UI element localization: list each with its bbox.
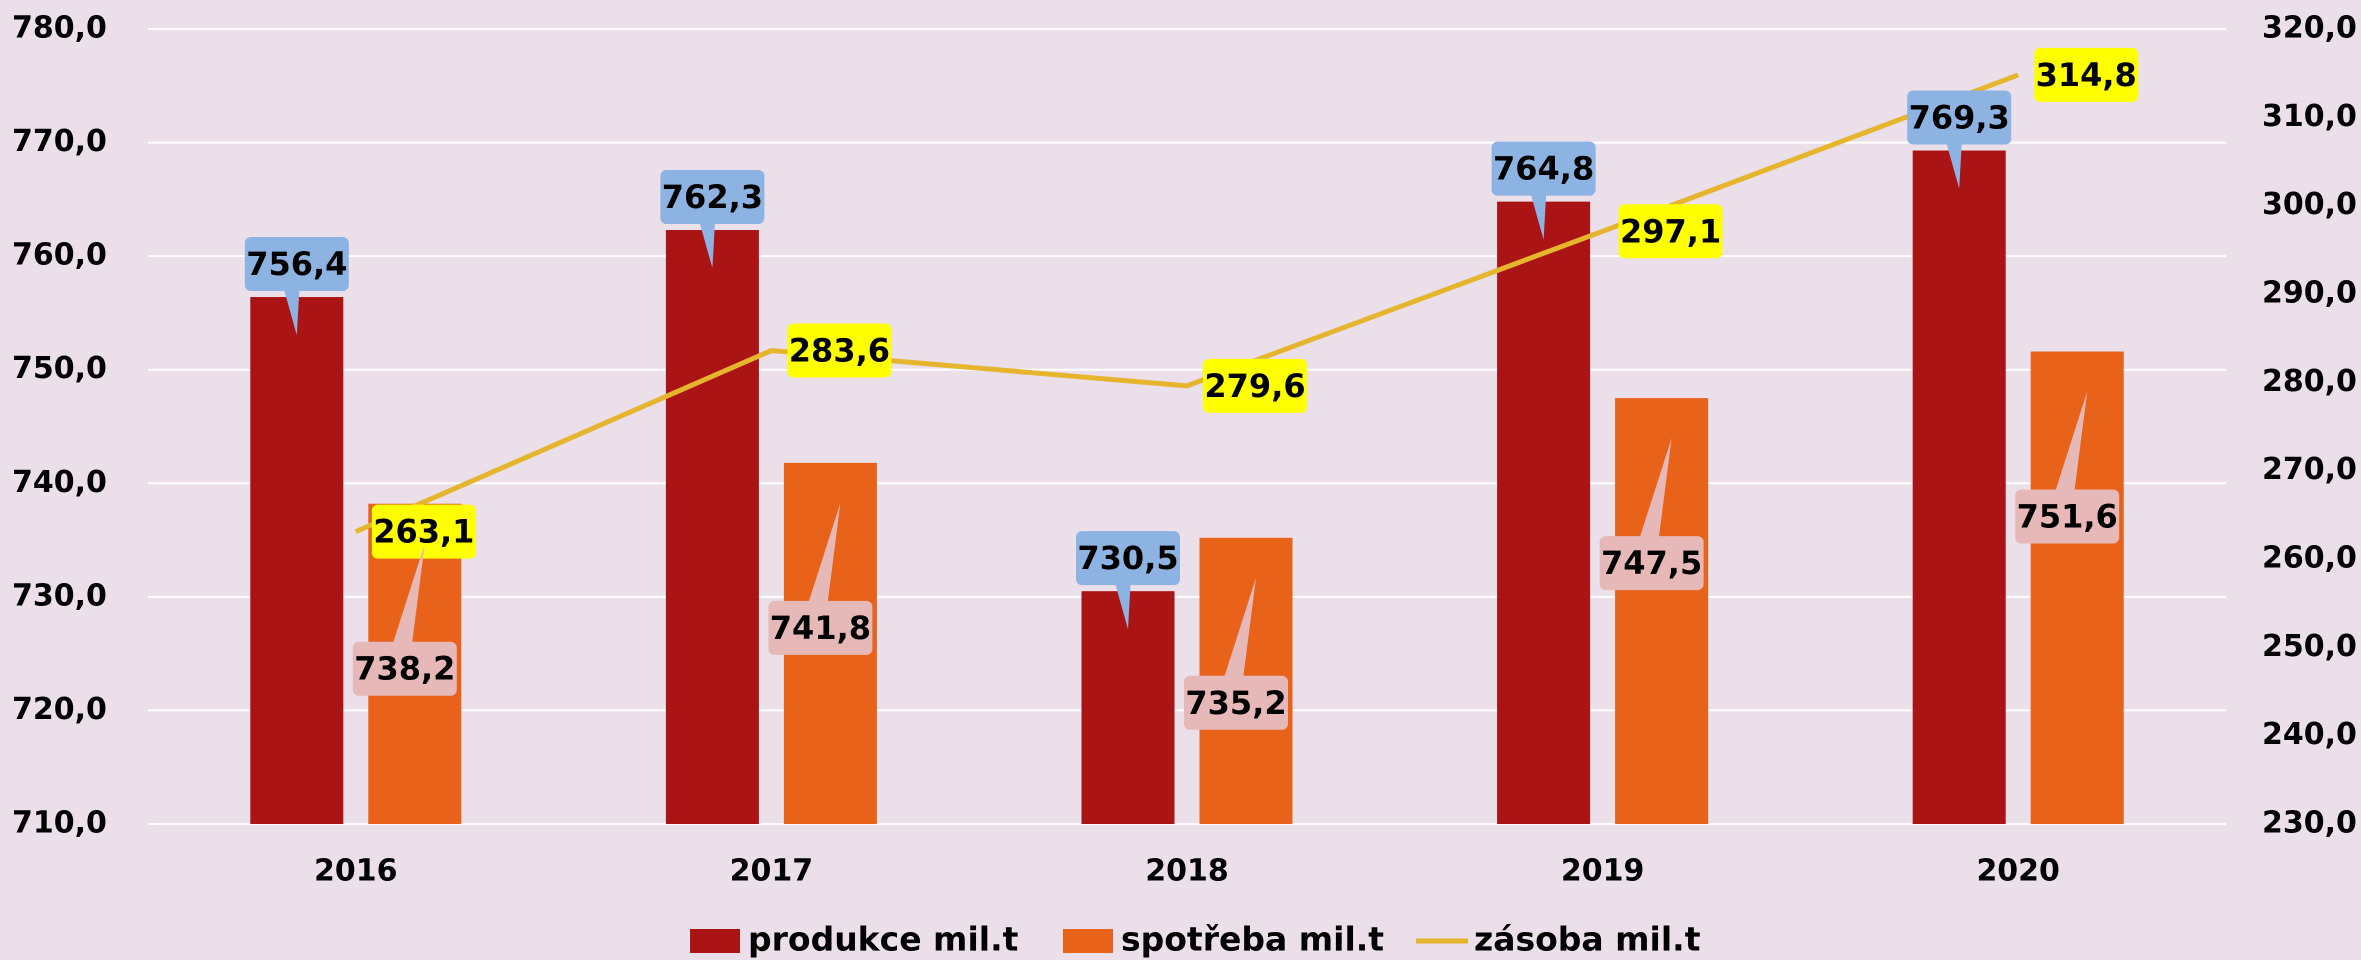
- legend-swatch: [690, 929, 740, 953]
- data-label: 738,2: [354, 650, 455, 688]
- y2-tick-label: 240,0: [2262, 717, 2357, 752]
- legend-label: produkce mil.t: [748, 920, 1019, 959]
- x-tick-label: 2016: [314, 854, 398, 889]
- data-label-box: [1203, 358, 1307, 413]
- data-label: 769,3: [1909, 99, 2010, 137]
- data-label: 297,1: [1620, 212, 1721, 250]
- bar: [1081, 591, 1175, 824]
- callout-pointer: [1216, 577, 1256, 703]
- y-tick-label: 780,0: [12, 11, 107, 46]
- data-label-box: [1907, 90, 2012, 145]
- y-tick-label: 770,0: [12, 124, 107, 159]
- data-label: 263,1: [373, 513, 474, 551]
- data-label-box: [1599, 536, 1704, 591]
- bar: [1615, 398, 1709, 824]
- y2-tick-label: 310,0: [2262, 99, 2357, 134]
- y2-tick-label: 260,0: [2262, 541, 2357, 576]
- data-label: 283,6: [789, 332, 890, 370]
- data-label: 747,5: [1601, 544, 1702, 582]
- data-label-box: [2034, 47, 2139, 102]
- y2-tick-label: 250,0: [2262, 629, 2357, 664]
- x-tick-label: 2020: [1976, 854, 2060, 889]
- y-tick-label: 740,0: [12, 465, 107, 500]
- y-tick-label: 750,0: [12, 351, 107, 386]
- legend-swatch: [1063, 929, 1113, 953]
- data-label: 762,3: [662, 178, 763, 216]
- data-label-box: [1184, 675, 1288, 730]
- data-label-box: [2015, 489, 2120, 544]
- x-tick-label: 2017: [730, 854, 814, 889]
- data-label-box: [352, 641, 457, 696]
- data-label-box: [1076, 531, 1180, 586]
- data-label: 756,4: [246, 245, 347, 283]
- bar: [250, 297, 344, 824]
- legend-label: spotřeba mil.t: [1121, 920, 1384, 959]
- data-label-box: [660, 170, 765, 225]
- y-tick-label: 720,0: [12, 692, 107, 727]
- data-label: 764,8: [1493, 150, 1594, 188]
- data-label-box: [1618, 204, 1723, 259]
- data-label: 751,6: [2017, 498, 2118, 536]
- callout-pointer: [384, 543, 425, 669]
- line: [354, 72, 2020, 534]
- data-label-box: [768, 600, 873, 655]
- legend-label: zásoba mil.t: [1474, 920, 1701, 959]
- y2-tick-label: 270,0: [2262, 452, 2357, 487]
- bar: [2030, 351, 2124, 824]
- data-label-box: [1491, 141, 1596, 196]
- y2-tick-label: 230,0: [2262, 806, 2357, 841]
- y2-tick-label: 290,0: [2262, 276, 2357, 311]
- data-label-box: [244, 237, 349, 292]
- data-label: 314,8: [2036, 56, 2137, 94]
- y-tick-label: 710,0: [12, 806, 107, 841]
- x-tick-label: 2018: [1145, 854, 1229, 889]
- callout-pointer: [1631, 438, 1672, 564]
- x-tick-label: 2019: [1561, 854, 1645, 889]
- bar: [665, 230, 759, 824]
- y-tick-label: 730,0: [12, 578, 107, 613]
- data-label: 279,6: [1204, 367, 1305, 405]
- data-label: 741,8: [770, 609, 871, 647]
- bar: [1497, 201, 1591, 825]
- data-label: 735,2: [1185, 684, 1286, 722]
- y2-tick-label: 300,0: [2262, 187, 2357, 222]
- data-label-box: [371, 504, 476, 559]
- data-label-box: [787, 323, 892, 378]
- data-label: 730,5: [1077, 539, 1178, 577]
- y-tick-label: 760,0: [12, 238, 107, 273]
- bar: [1912, 150, 2006, 824]
- y2-tick-label: 320,0: [2262, 11, 2357, 46]
- callout-pointer: [2047, 391, 2088, 517]
- y2-tick-label: 280,0: [2262, 364, 2357, 399]
